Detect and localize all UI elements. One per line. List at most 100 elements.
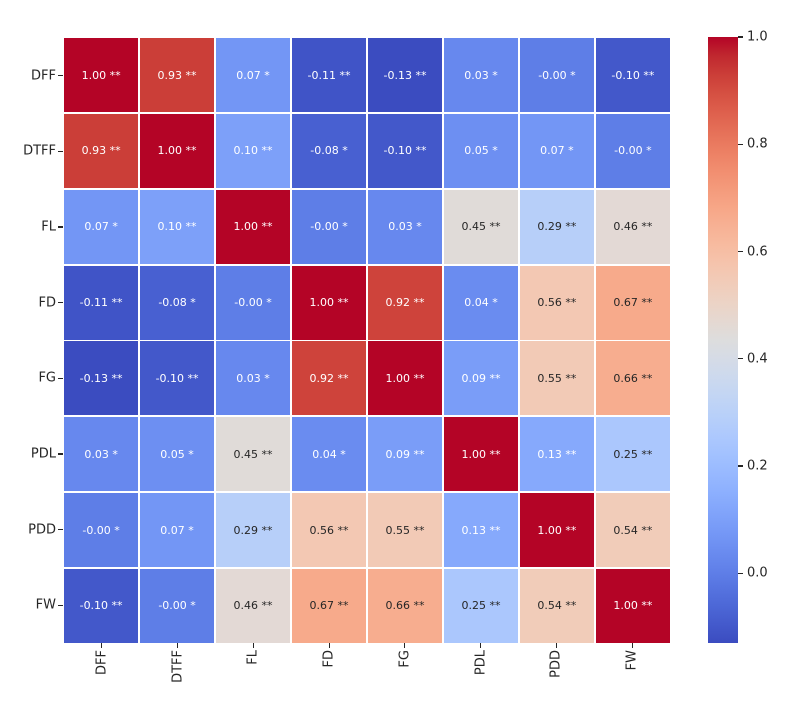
heatmap-cell: 0.93 ** <box>139 38 215 113</box>
heatmap-cell: -0.11 ** <box>291 38 367 113</box>
heatmap-cell: 0.54 ** <box>595 493 670 568</box>
heatmap-cell: 0.03 * <box>367 189 443 264</box>
y-tick-label: FG <box>38 370 56 386</box>
heatmap-cell: 0.25 ** <box>443 568 519 643</box>
heatmap-cell: 1.00 ** <box>367 341 443 416</box>
colorbar-tick-mark <box>738 465 743 467</box>
heatmap-cell: -0.00 * <box>215 265 291 340</box>
heatmap-cell: 0.46 ** <box>595 189 670 264</box>
heatmap-cell: 0.55 ** <box>519 341 595 416</box>
heatmap-cell: 0.05 * <box>443 113 519 188</box>
heatmap-cell: 0.13 ** <box>519 417 595 492</box>
x-tick-mark <box>631 643 633 648</box>
y-tick-label: FW <box>35 597 56 613</box>
colorbar-tick-mark <box>738 250 743 253</box>
x-tick-label: FD <box>321 650 337 668</box>
x-tick-label: DFF <box>94 650 110 675</box>
colorbar-tick-label: 1.0 <box>747 29 768 45</box>
x-tick-label: PDL <box>473 650 489 676</box>
heatmap-cell: 1.00 ** <box>64 38 139 113</box>
heatmap-cell: 0.07 * <box>519 113 595 188</box>
heatmap-cell: -0.08 * <box>139 265 215 340</box>
colorbar-tick-label: 0.0 <box>747 565 768 581</box>
colorbar-tick-mark <box>738 143 743 145</box>
heatmap-cell: 1.00 ** <box>595 568 670 643</box>
y-tick-mark <box>58 377 63 379</box>
heatmap-cell: 0.45 ** <box>443 189 519 264</box>
x-tick-mark <box>177 643 179 648</box>
heatmap-cell: -0.10 ** <box>64 568 139 643</box>
y-tick-label: FL <box>41 219 56 235</box>
y-tick-mark <box>58 453 63 455</box>
y-tick-label: DFF <box>31 68 56 84</box>
heatmap-cell: 0.07 * <box>139 493 215 568</box>
y-tick-label: DTFF <box>23 143 56 159</box>
heatmap-cell: -0.00 * <box>291 189 367 264</box>
colorbar-tick-mark <box>738 572 743 574</box>
heatmap-cell: -0.13 ** <box>367 38 443 113</box>
y-tick-mark <box>58 75 63 77</box>
heatmap-cell: 0.56 ** <box>291 493 367 568</box>
heatmap-cell: 0.92 ** <box>291 341 367 416</box>
heatmap-cell: 0.09 ** <box>367 417 443 492</box>
y-tick-label: PDD <box>28 522 56 538</box>
heatmap-cell: 0.67 ** <box>595 265 670 340</box>
heatmap-cell: 0.55 ** <box>367 493 443 568</box>
heatmap-cell: 1.00 ** <box>139 113 215 188</box>
heatmap-cell: -0.00 * <box>595 113 670 188</box>
heatmap-cell: 0.13 ** <box>443 493 519 568</box>
heatmap-cell: 0.03 * <box>443 38 519 113</box>
heatmap-cell: -0.10 ** <box>595 38 670 113</box>
y-tick-label: FD <box>38 295 57 311</box>
heatmap-cell: 1.00 ** <box>519 493 595 568</box>
colorbar-tick-label: 0.2 <box>747 458 768 474</box>
heatmap-cell: 1.00 ** <box>291 265 367 340</box>
heatmap-cell: -0.00 * <box>139 568 215 643</box>
y-tick-mark <box>58 302 63 304</box>
heatmap-cell: 0.07 * <box>215 38 291 113</box>
y-tick-label: PDL <box>30 446 56 462</box>
x-tick-mark <box>252 643 254 648</box>
heatmap-cell: 0.92 ** <box>367 265 443 340</box>
colorbar-gradient <box>708 37 738 643</box>
heatmap-cell: 0.54 ** <box>519 568 595 643</box>
heatmap-cell: 0.10 ** <box>215 113 291 188</box>
colorbar-tick-label: 0.6 <box>747 244 768 259</box>
heatmap-cell: 0.10 ** <box>139 189 215 264</box>
x-tick-label: DTFF <box>170 650 186 683</box>
colorbar <box>708 37 738 643</box>
heatmap-cell: 0.29 ** <box>215 493 291 568</box>
heatmap-cell: -0.00 * <box>64 493 139 568</box>
heatmap-grid: 1.00 ** 0.93 ** 0.07 * -0.11 ** -0.13 ** 0.03… <box>64 38 670 643</box>
heatmap-cell: 0.04 * <box>291 417 367 492</box>
y-tick-mark <box>58 604 63 606</box>
y-tick-mark <box>58 226 63 228</box>
colorbar-tick-mark <box>738 36 743 38</box>
heatmap-cell: 0.03 * <box>215 341 291 416</box>
heatmap-cell: 0.05 * <box>139 417 215 492</box>
colorbar-tick-label: 0.4 <box>747 351 768 367</box>
x-tick-mark <box>328 643 330 648</box>
y-tick-mark <box>58 150 63 153</box>
colorbar-tick-label: 0.8 <box>747 136 768 152</box>
heatmap-cell: 0.56 ** <box>519 265 595 340</box>
heatmap-cell: -0.13 ** <box>64 341 139 416</box>
y-tick-mark <box>58 528 63 531</box>
x-tick-label: FG <box>397 650 413 668</box>
x-tick-mark <box>480 643 482 648</box>
heatmap-cell: 0.46 ** <box>215 568 291 643</box>
heatmap-cell: 0.66 ** <box>595 341 670 416</box>
heatmap-cell: 0.67 ** <box>291 568 367 643</box>
x-tick-label: FW <box>624 650 640 671</box>
heatmap-cell: 0.04 * <box>443 265 519 340</box>
heatmap-cell: 0.66 ** <box>367 568 443 643</box>
x-tick-label: FL <box>245 650 261 665</box>
heatmap-cell: 0.45 ** <box>215 417 291 492</box>
heatmap-cell: -0.10 ** <box>367 113 443 188</box>
heatmap-cell: 1.00 ** <box>215 189 291 264</box>
heatmap-cell: -0.11 ** <box>64 265 139 340</box>
heatmap-cell: -0.00 * <box>519 38 595 113</box>
x-tick-mark <box>404 643 406 648</box>
x-tick-mark <box>101 643 103 648</box>
